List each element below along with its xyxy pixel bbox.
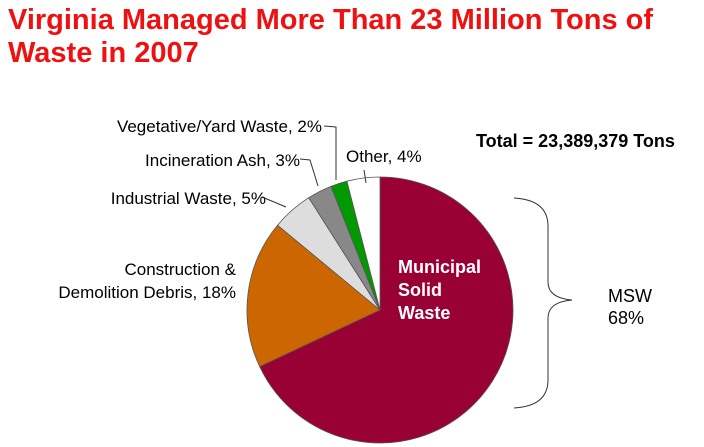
msw-brace-label: MSW 68% — [608, 285, 652, 329]
chart-title: Virginia Managed More Than 23 Million To… — [8, 4, 654, 69]
leader-line — [261, 196, 287, 208]
leader-line — [299, 158, 319, 187]
msw-brace-label-line: 68% — [608, 308, 645, 328]
msw-brace-label-line: MSW — [608, 286, 652, 306]
label-line: Vegetative/Yard Waste, 2% — [116, 117, 322, 136]
slice-municipal-solid-waste — [259, 176, 514, 444]
label-vegetative-yard-waste: Vegetative/Yard Waste, 2% — [76, 115, 322, 138]
msw-slice-label-line: Waste — [398, 303, 451, 323]
msw-brace — [513, 197, 573, 409]
label-line: Industrial Waste, 5% — [110, 189, 266, 208]
slice-other — [346, 176, 381, 311]
label-other: Other, 4% — [346, 145, 466, 168]
label-line: Incineration Ash, 3% — [145, 151, 300, 170]
label-line: Demolition Debris, 18% — [58, 283, 236, 302]
total-label: Total = 23,389,379 Tons — [476, 131, 675, 151]
label-incineration-ash: Incineration Ash, 3% — [120, 149, 300, 172]
msw-slice-label-line: Municipal — [398, 257, 482, 277]
msw-slice-label-line: Solid — [398, 280, 442, 300]
msw-slice-label: Municipal Solid Waste — [398, 256, 518, 325]
label-line: Construction & — [124, 260, 237, 279]
leader-line — [363, 169, 367, 184]
leader-line — [323, 125, 337, 180]
slice-construction-demolition — [246, 224, 381, 368]
label-industrial-waste: Industrial Waste, 5% — [82, 187, 266, 210]
label-construction-demolition: Construction & Demolition Debris, 18% — [14, 258, 236, 304]
label-line: Other, 4% — [346, 147, 422, 166]
